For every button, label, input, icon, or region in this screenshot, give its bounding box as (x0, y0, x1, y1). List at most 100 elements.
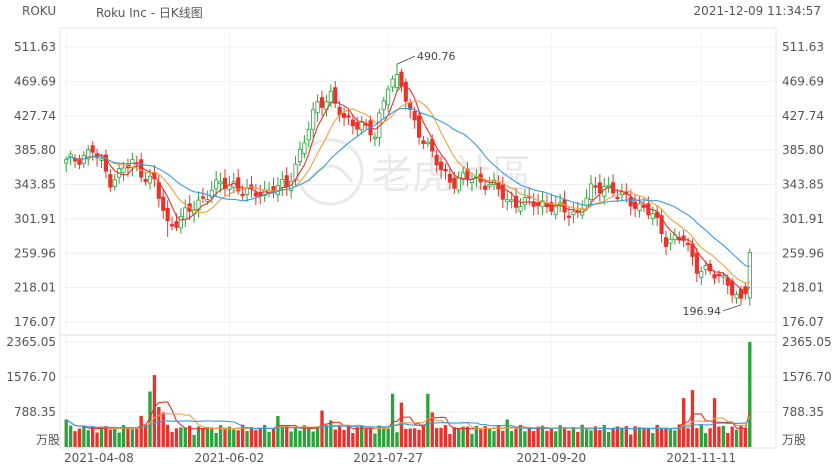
candle-body[interactable] (394, 74, 400, 89)
volume-bar[interactable] (386, 428, 390, 447)
volume-bar[interactable] (576, 431, 580, 447)
candle-body[interactable] (694, 252, 699, 274)
volume-bar[interactable] (505, 419, 509, 447)
candle-body[interactable] (588, 183, 594, 201)
candle-body[interactable] (483, 185, 488, 190)
volume-bar[interactable] (501, 430, 505, 447)
candle-body[interactable] (200, 196, 205, 199)
volume-bar[interactable] (408, 428, 412, 447)
volume-bar[interactable] (642, 427, 646, 447)
volume-bar[interactable] (593, 426, 598, 447)
volume-bar[interactable] (571, 427, 576, 447)
volume-bar[interactable] (483, 426, 487, 447)
volume-bar[interactable] (699, 424, 703, 447)
volume-bar[interactable] (430, 412, 434, 447)
volume-bar[interactable] (439, 427, 443, 447)
volume-bar[interactable] (708, 428, 712, 447)
candle-body[interactable] (734, 293, 739, 299)
volume-bar[interactable] (518, 424, 523, 447)
volume-bar[interactable] (589, 430, 593, 447)
candle-body[interactable] (319, 97, 325, 108)
volume-bar[interactable] (104, 426, 108, 447)
volume-bar[interactable] (73, 431, 77, 447)
volume-bar[interactable] (135, 428, 139, 447)
volume-bar[interactable] (95, 432, 99, 447)
volume-bar[interactable] (311, 431, 315, 447)
volume-bar[interactable] (188, 425, 192, 447)
candle-body[interactable] (341, 113, 347, 118)
candle-body[interactable] (425, 141, 430, 145)
volume-bar[interactable] (584, 429, 589, 447)
volume-bar[interactable] (218, 425, 223, 447)
candle-body[interactable] (412, 110, 417, 121)
volume-bar[interactable] (258, 427, 262, 447)
candle-body[interactable] (434, 154, 439, 166)
candle-body[interactable] (646, 203, 651, 216)
candle-body[interactable] (333, 87, 338, 104)
candle-body[interactable] (549, 202, 554, 212)
volume-bar[interactable] (580, 424, 584, 447)
volume-bar[interactable] (113, 427, 117, 447)
volume-bar[interactable] (726, 432, 730, 447)
candle-body[interactable] (359, 120, 364, 131)
candle-body[interactable] (390, 78, 395, 88)
volume-bar[interactable] (532, 431, 536, 447)
volume-bar[interactable] (527, 427, 531, 447)
candle-body[interactable] (315, 101, 320, 114)
volume-bar[interactable] (280, 426, 284, 447)
candle-body[interactable] (147, 175, 153, 184)
candle-body[interactable] (663, 237, 669, 247)
candle-body[interactable] (699, 271, 704, 278)
volume-bar[interactable] (417, 429, 421, 447)
volume-bar[interactable] (68, 425, 73, 447)
volume-bar[interactable] (214, 432, 218, 447)
volume-bar[interactable] (633, 426, 637, 447)
candle-body[interactable] (443, 168, 448, 172)
volume-bar[interactable] (351, 432, 355, 447)
volume-bar[interactable] (108, 429, 112, 447)
candle-body[interactable] (346, 115, 351, 118)
volume-bar[interactable] (254, 430, 258, 447)
candle-body[interactable] (306, 128, 311, 141)
volume-bar[interactable] (558, 425, 562, 447)
volume-bar[interactable] (333, 429, 337, 447)
volume-bar[interactable] (315, 426, 320, 447)
volume-bar[interactable] (152, 375, 157, 447)
volume-bar[interactable] (143, 424, 148, 447)
candle-body[interactable] (628, 197, 633, 207)
candle-body[interactable] (169, 224, 175, 227)
candle-body[interactable] (685, 242, 691, 245)
candle-body[interactable] (161, 196, 166, 211)
volume-bar[interactable] (232, 429, 236, 447)
volume-bar[interactable] (434, 428, 439, 447)
candle-body[interactable] (355, 122, 360, 130)
volume-bar[interactable] (249, 427, 254, 447)
candle-body[interactable] (593, 185, 598, 188)
volume-bar[interactable] (677, 424, 681, 447)
candle-body[interactable] (350, 119, 355, 127)
volume-bar[interactable] (461, 426, 465, 447)
volume-bar[interactable] (690, 390, 695, 447)
candle-body[interactable] (452, 177, 457, 189)
volume-bar[interactable] (602, 425, 606, 447)
volume-bar[interactable] (174, 428, 179, 447)
volume-bar[interactable] (161, 412, 165, 447)
volume-bar[interactable] (271, 428, 276, 447)
volume-bar[interactable] (514, 428, 518, 447)
volume-bar[interactable] (540, 425, 545, 447)
volume-bar[interactable] (739, 425, 743, 447)
candle-body[interactable] (716, 273, 721, 277)
volume-bar[interactable] (329, 420, 333, 447)
candle-body[interactable] (214, 179, 219, 190)
volume-bar[interactable] (240, 424, 245, 447)
volume-bar[interactable] (324, 425, 329, 447)
volume-bar[interactable] (474, 425, 479, 447)
volume-bar[interactable] (165, 424, 170, 447)
volume-bar[interactable] (404, 428, 408, 447)
volume-bar[interactable] (686, 428, 690, 447)
volume-bar[interactable] (99, 426, 104, 447)
candle-body[interactable] (562, 199, 567, 213)
volume-bar[interactable] (509, 431, 514, 447)
candle-body[interactable] (121, 167, 126, 174)
candle-body[interactable] (302, 142, 307, 154)
